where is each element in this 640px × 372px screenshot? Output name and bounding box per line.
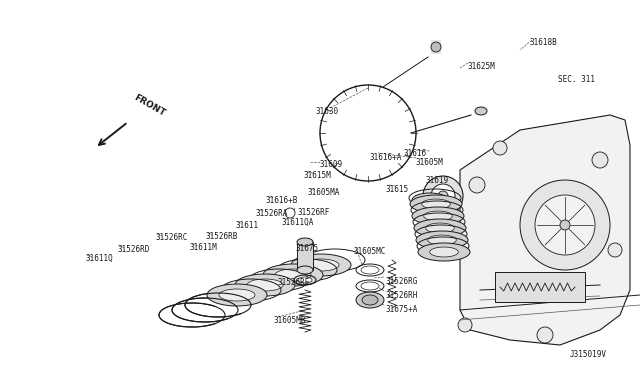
Ellipse shape bbox=[410, 195, 462, 213]
Text: 31630: 31630 bbox=[316, 107, 339, 116]
Ellipse shape bbox=[235, 274, 295, 296]
Ellipse shape bbox=[592, 152, 608, 168]
Text: 31605M: 31605M bbox=[416, 158, 444, 167]
Text: 31611: 31611 bbox=[236, 221, 259, 230]
Ellipse shape bbox=[423, 176, 463, 216]
Ellipse shape bbox=[297, 266, 313, 274]
Text: 31618B: 31618B bbox=[530, 38, 557, 47]
Text: 31619: 31619 bbox=[426, 176, 449, 185]
Ellipse shape bbox=[428, 235, 456, 245]
Text: 31526RG: 31526RG bbox=[386, 277, 419, 286]
Text: 31616+A: 31616+A bbox=[370, 153, 403, 162]
Ellipse shape bbox=[420, 196, 440, 204]
Ellipse shape bbox=[493, 141, 507, 155]
Text: 31526RD: 31526RD bbox=[117, 245, 149, 254]
Ellipse shape bbox=[298, 277, 312, 283]
Ellipse shape bbox=[361, 282, 379, 290]
Ellipse shape bbox=[431, 42, 441, 52]
Text: 31526RB: 31526RB bbox=[206, 232, 238, 241]
Ellipse shape bbox=[429, 247, 458, 257]
Ellipse shape bbox=[291, 254, 351, 276]
Ellipse shape bbox=[412, 207, 464, 225]
Text: 31526RE: 31526RE bbox=[278, 278, 310, 287]
Bar bbox=[297, 242, 313, 270]
Text: 31616+B: 31616+B bbox=[266, 196, 298, 205]
Text: 31675: 31675 bbox=[296, 244, 319, 253]
Ellipse shape bbox=[438, 191, 448, 201]
Text: 31616: 31616 bbox=[404, 149, 427, 158]
Text: J315019V: J315019V bbox=[570, 350, 607, 359]
Ellipse shape bbox=[424, 211, 452, 221]
Text: 31526RF: 31526RF bbox=[298, 208, 330, 217]
Ellipse shape bbox=[535, 195, 595, 255]
Ellipse shape bbox=[418, 243, 470, 261]
Text: 31605MB: 31605MB bbox=[274, 316, 307, 325]
Text: 31615M: 31615M bbox=[303, 171, 331, 180]
Text: 31611QA: 31611QA bbox=[281, 218, 314, 227]
Text: FRONT: FRONT bbox=[132, 93, 166, 118]
Ellipse shape bbox=[275, 269, 311, 281]
Text: 31609: 31609 bbox=[320, 160, 343, 169]
Text: 31611M: 31611M bbox=[190, 243, 218, 252]
Ellipse shape bbox=[362, 295, 378, 305]
Ellipse shape bbox=[458, 318, 472, 332]
Text: 31615: 31615 bbox=[385, 185, 408, 194]
Ellipse shape bbox=[285, 208, 295, 218]
Text: 31605MC: 31605MC bbox=[354, 247, 387, 256]
Text: 31625M: 31625M bbox=[468, 62, 496, 71]
Ellipse shape bbox=[608, 243, 622, 257]
Ellipse shape bbox=[356, 292, 384, 308]
Text: 31611Q: 31611Q bbox=[85, 254, 113, 263]
Ellipse shape bbox=[469, 177, 485, 193]
Polygon shape bbox=[460, 115, 630, 345]
Ellipse shape bbox=[247, 279, 283, 291]
Text: 31675+A: 31675+A bbox=[386, 305, 419, 314]
Ellipse shape bbox=[414, 219, 466, 237]
Text: 31605MA: 31605MA bbox=[308, 188, 340, 197]
Text: 31526RA: 31526RA bbox=[256, 209, 289, 218]
Ellipse shape bbox=[361, 266, 379, 274]
Ellipse shape bbox=[263, 264, 323, 286]
Ellipse shape bbox=[303, 259, 339, 271]
Ellipse shape bbox=[537, 327, 553, 343]
Ellipse shape bbox=[475, 107, 487, 115]
Ellipse shape bbox=[219, 289, 255, 301]
Ellipse shape bbox=[426, 223, 454, 233]
Ellipse shape bbox=[520, 180, 610, 270]
Ellipse shape bbox=[422, 199, 451, 209]
Ellipse shape bbox=[207, 284, 267, 306]
Text: 31526RC: 31526RC bbox=[155, 233, 188, 242]
Ellipse shape bbox=[431, 184, 455, 208]
Ellipse shape bbox=[412, 193, 448, 207]
Text: 31526RH: 31526RH bbox=[386, 291, 419, 300]
Ellipse shape bbox=[297, 238, 313, 246]
Text: SEC. 311: SEC. 311 bbox=[558, 75, 595, 84]
Bar bbox=[495, 272, 585, 302]
Ellipse shape bbox=[560, 220, 570, 230]
Ellipse shape bbox=[416, 231, 468, 249]
